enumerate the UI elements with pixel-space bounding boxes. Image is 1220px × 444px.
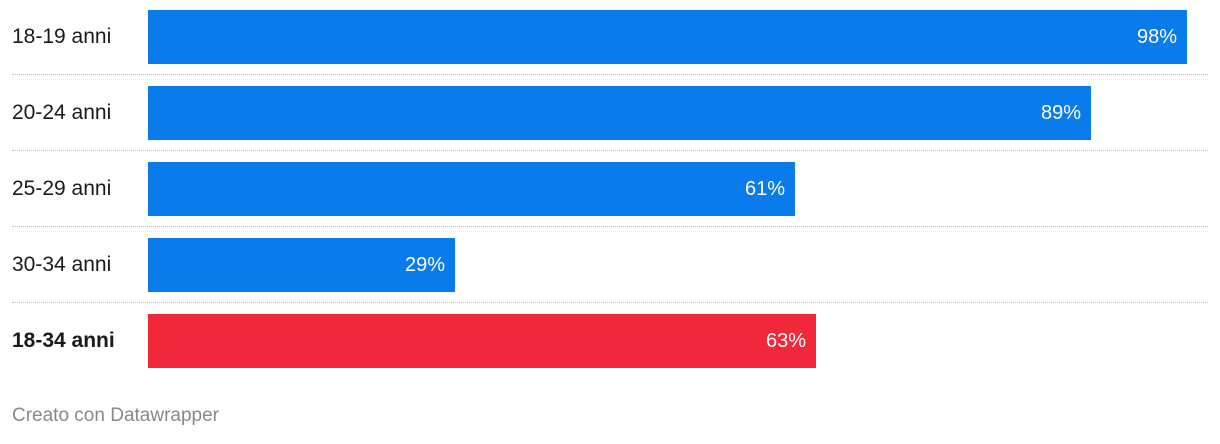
bar: 61%: [148, 162, 795, 216]
footer-credit: Creato con Datawrapper: [12, 405, 219, 426]
bar-value-label: 61%: [744, 178, 785, 200]
bar: 63%: [148, 314, 816, 368]
bar: 89%: [148, 86, 1091, 140]
bar: 98%: [148, 10, 1187, 64]
bar-row: 18-19 anni 98%: [0, 10, 1220, 86]
bar-row: 30-34 anni 29%: [0, 238, 1220, 314]
category-label: 18-34 anni: [12, 329, 115, 352]
bar-row: 20-24 anni 89%: [0, 86, 1220, 162]
bar-chart: 18-19 anni 98% 20-24 anni 89% 25-29 anni 61% 3…: [0, 10, 1220, 390]
bar-value-label: 89%: [1040, 102, 1081, 124]
category-label: 30-34 anni: [12, 253, 112, 276]
row-separator: [12, 226, 1208, 227]
bar-row: 25-29 anni 61%: [0, 162, 1220, 238]
row-separator: [12, 150, 1208, 151]
category-label: 25-29 anni: [12, 177, 112, 200]
category-label: 18-19 anni: [12, 25, 112, 48]
row-separator: [12, 302, 1208, 303]
bar: 29%: [148, 238, 455, 292]
bar-value-label: 98%: [1136, 26, 1177, 48]
bar-value-label: 29%: [404, 254, 445, 276]
bar-value-label: 63%: [765, 330, 806, 352]
bar-row: 18-34 anni 63%: [0, 314, 1220, 390]
category-label: 20-24 anni: [12, 101, 112, 124]
row-separator: [12, 74, 1208, 75]
